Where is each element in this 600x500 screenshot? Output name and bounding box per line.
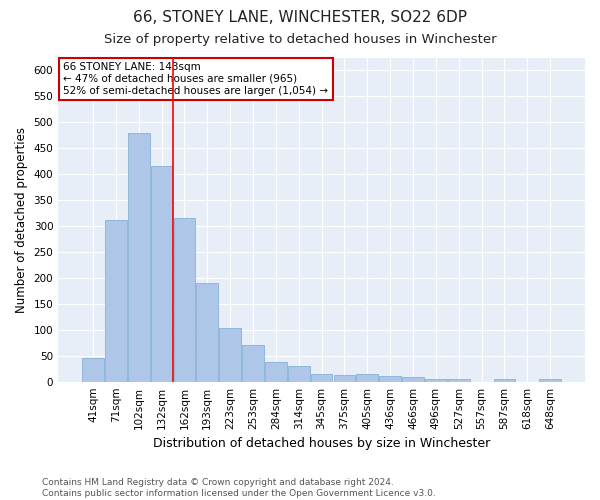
Bar <box>494 379 515 382</box>
Text: Size of property relative to detached houses in Winchester: Size of property relative to detached ho… <box>104 32 496 46</box>
Bar <box>311 374 332 382</box>
Bar <box>219 328 241 382</box>
Bar <box>196 283 218 382</box>
Text: 66 STONEY LANE: 143sqm
← 47% of detached houses are smaller (965)
52% of semi-de: 66 STONEY LANE: 143sqm ← 47% of detached… <box>64 62 328 96</box>
Bar <box>105 220 127 382</box>
Bar <box>539 379 561 382</box>
Bar <box>448 379 470 382</box>
Bar <box>288 366 310 382</box>
Bar <box>356 374 378 382</box>
Bar <box>265 362 287 382</box>
X-axis label: Distribution of detached houses by size in Winchester: Distribution of detached houses by size … <box>153 437 490 450</box>
Bar <box>425 379 447 382</box>
Text: Contains HM Land Registry data © Crown copyright and database right 2024.
Contai: Contains HM Land Registry data © Crown c… <box>42 478 436 498</box>
Bar <box>242 346 264 382</box>
Text: 66, STONEY LANE, WINCHESTER, SO22 6DP: 66, STONEY LANE, WINCHESTER, SO22 6DP <box>133 10 467 25</box>
Bar <box>128 132 149 382</box>
Bar <box>379 376 401 382</box>
Bar <box>151 166 172 382</box>
Bar <box>173 218 195 382</box>
Bar <box>334 376 355 382</box>
Bar <box>82 358 104 382</box>
Y-axis label: Number of detached properties: Number of detached properties <box>15 126 28 312</box>
Bar <box>402 377 424 382</box>
